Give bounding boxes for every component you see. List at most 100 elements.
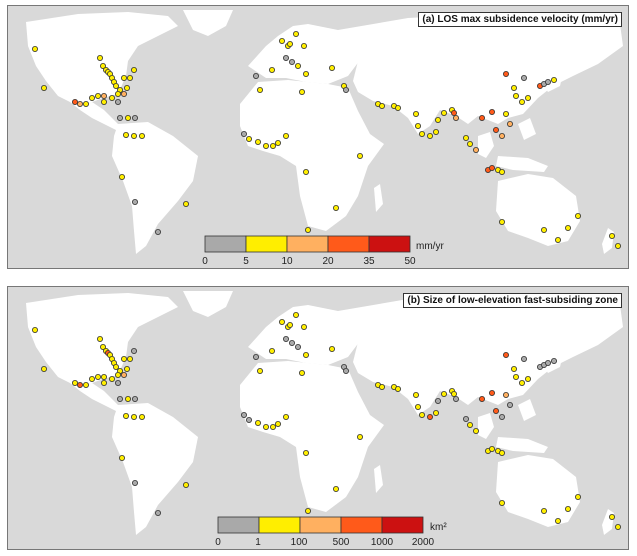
colorbar-segment bbox=[381, 516, 424, 534]
city-marker bbox=[498, 449, 505, 456]
city-marker bbox=[462, 415, 469, 422]
city-marker bbox=[131, 67, 138, 74]
city-marker bbox=[472, 146, 479, 153]
city-marker bbox=[502, 71, 509, 78]
city-marker bbox=[298, 89, 305, 96]
city-marker bbox=[89, 95, 96, 102]
city-marker bbox=[512, 374, 519, 381]
city-marker bbox=[541, 507, 548, 514]
city-marker bbox=[282, 336, 289, 343]
city-marker bbox=[541, 226, 548, 233]
city-marker bbox=[575, 493, 582, 500]
colorbar-tick-0: 0 bbox=[202, 256, 208, 267]
city-marker bbox=[518, 380, 525, 387]
map-panel-fast-subsiding-zone: (b) Size of low-elevation fast-subsiding… bbox=[7, 286, 629, 550]
city-marker bbox=[138, 133, 145, 140]
city-marker bbox=[124, 366, 131, 373]
colorbar-segment bbox=[217, 516, 260, 534]
city-marker bbox=[609, 232, 616, 239]
city-marker bbox=[119, 173, 126, 180]
colorbar-tick-0: 0 bbox=[215, 537, 221, 548]
city-marker bbox=[565, 224, 572, 231]
city-marker bbox=[182, 481, 189, 488]
city-marker bbox=[498, 499, 505, 506]
city-marker bbox=[31, 327, 38, 334]
city-marker bbox=[332, 485, 339, 492]
city-marker bbox=[498, 133, 505, 140]
city-marker bbox=[101, 374, 108, 381]
city-marker bbox=[101, 93, 108, 100]
city-marker bbox=[575, 212, 582, 219]
city-marker bbox=[123, 132, 130, 139]
city-marker bbox=[115, 91, 122, 98]
city-marker bbox=[125, 396, 132, 403]
colorbar-tick-3: 500 bbox=[333, 537, 350, 548]
city-marker bbox=[131, 133, 138, 140]
city-marker bbox=[89, 376, 96, 383]
city-marker bbox=[121, 356, 128, 363]
city-marker bbox=[488, 109, 495, 116]
city-marker bbox=[432, 129, 439, 136]
city-marker bbox=[117, 396, 124, 403]
city-marker bbox=[268, 67, 275, 74]
city-marker bbox=[300, 324, 307, 331]
city-marker bbox=[124, 85, 131, 92]
city-marker bbox=[378, 384, 385, 391]
city-marker bbox=[488, 445, 495, 452]
city-marker bbox=[525, 95, 532, 102]
city-marker bbox=[240, 412, 247, 419]
city-marker bbox=[440, 391, 447, 398]
city-marker bbox=[488, 390, 495, 397]
city-marker bbox=[288, 340, 295, 347]
city-marker bbox=[83, 382, 90, 389]
city-marker bbox=[510, 366, 517, 373]
colorbar-segment bbox=[368, 235, 411, 253]
city-marker bbox=[466, 421, 473, 428]
city-marker bbox=[125, 115, 132, 122]
city-marker bbox=[492, 127, 499, 134]
city-marker bbox=[41, 366, 48, 373]
city-marker bbox=[278, 38, 285, 45]
city-marker bbox=[434, 117, 441, 124]
city-marker bbox=[95, 93, 102, 100]
city-marker bbox=[294, 344, 301, 351]
city-marker bbox=[123, 413, 130, 420]
city-marker bbox=[254, 419, 261, 426]
colorbar-tick-1: 1 bbox=[255, 537, 261, 548]
city-marker bbox=[127, 356, 134, 363]
city-marker bbox=[418, 131, 425, 138]
continents bbox=[26, 291, 623, 535]
city-marker bbox=[472, 427, 479, 434]
city-marker bbox=[525, 376, 532, 383]
city-marker bbox=[304, 226, 311, 233]
city-marker bbox=[282, 133, 289, 140]
city-marker bbox=[521, 75, 528, 82]
city-marker bbox=[256, 87, 263, 94]
city-marker bbox=[240, 131, 247, 138]
city-marker bbox=[356, 433, 363, 440]
city-marker bbox=[462, 134, 469, 141]
colorbar-segment bbox=[245, 235, 288, 253]
city-marker bbox=[138, 414, 145, 421]
city-marker bbox=[488, 164, 495, 171]
city-marker bbox=[121, 372, 128, 379]
city-marker bbox=[302, 71, 309, 78]
city-marker bbox=[132, 479, 139, 486]
city-marker bbox=[100, 344, 107, 351]
city-markers bbox=[31, 311, 622, 530]
city-marker bbox=[506, 402, 513, 409]
colorbar-tick-5: 50 bbox=[404, 256, 416, 267]
city-marker bbox=[512, 93, 519, 100]
colorbar-tick-5: 2000 bbox=[412, 537, 435, 548]
world-map bbox=[26, 10, 623, 254]
city-marker bbox=[101, 99, 108, 106]
city-marker bbox=[478, 115, 485, 122]
city-marker bbox=[414, 404, 421, 411]
colorbar-segment bbox=[299, 516, 342, 534]
colorbar-tick-3: 20 bbox=[322, 256, 334, 267]
city-marker bbox=[440, 110, 447, 117]
city-marker bbox=[555, 517, 562, 524]
city-marker bbox=[127, 75, 134, 82]
city-marker bbox=[452, 396, 459, 403]
city-marker bbox=[551, 77, 558, 84]
